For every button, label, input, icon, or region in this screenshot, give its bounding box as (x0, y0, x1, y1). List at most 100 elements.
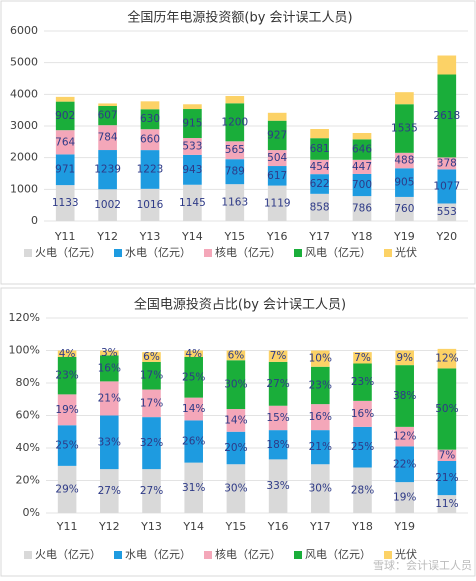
bar-segment (395, 168, 414, 197)
bar-segment (100, 350, 119, 356)
bar-segment (55, 154, 75, 186)
bar-segment (184, 397, 203, 421)
data-label: 4% (185, 348, 202, 360)
data-label: 7% (439, 449, 456, 461)
y-tick-label: 120% (9, 311, 40, 324)
bar-segment (395, 196, 414, 221)
data-label: 25% (182, 371, 205, 383)
bar-segment (352, 159, 372, 174)
data-label: 21% (98, 392, 121, 404)
data-label: 33% (266, 480, 289, 492)
bar-segment (311, 350, 330, 367)
data-label: 646 (352, 144, 372, 156)
x-tick-label: Y17 (309, 520, 331, 533)
data-label: 50% (435, 403, 458, 415)
bar-segment (98, 103, 117, 106)
legend-label: 核电（亿元） (215, 547, 281, 561)
bar-segment (268, 459, 288, 513)
legend-label: 风电（亿元） (305, 246, 371, 259)
data-label: 565 (225, 144, 245, 156)
bar-segment (183, 184, 202, 221)
bar-segment (395, 92, 414, 105)
y-tick-label: 40% (16, 441, 40, 454)
y-tick-label: 6000 (10, 24, 38, 37)
bar-segment (267, 150, 287, 167)
data-label: 1200 (221, 116, 248, 128)
data-label: 681 (310, 143, 330, 155)
data-label: 32% (140, 437, 163, 449)
data-label: 27% (266, 378, 289, 390)
bar-segment (142, 361, 161, 390)
bar-segment (225, 184, 245, 221)
data-label: 1016 (137, 199, 164, 211)
data-label: 29% (55, 483, 78, 495)
x-tick-label: Y19 (393, 230, 415, 243)
bar-segment (352, 132, 372, 140)
data-label: 17% (140, 370, 163, 382)
data-label: 17% (140, 397, 163, 409)
data-label: 1239 (94, 164, 121, 176)
bar-segment (142, 352, 161, 362)
data-label: 12% (435, 353, 458, 365)
data-label: 1077 (433, 180, 460, 192)
data-label: 2618 (433, 110, 460, 122)
data-label: 28% (351, 484, 374, 496)
bar-segment (55, 101, 75, 131)
data-label: 10% (309, 353, 332, 365)
y-tick-label: 1000 (10, 182, 38, 195)
data-label: 1535 (391, 123, 418, 135)
bar-segment (98, 125, 117, 151)
bar-segment (395, 482, 414, 513)
bar-segment (437, 157, 457, 170)
bar-segment (142, 389, 161, 418)
bar-segment (311, 366, 330, 405)
bar-segment (184, 357, 203, 398)
data-label: 1145 (179, 197, 206, 209)
data-label: 660 (140, 134, 160, 146)
bar-segment (57, 357, 77, 395)
legend-swatch (384, 551, 392, 559)
data-label: 533 (182, 140, 202, 152)
data-label: 16% (309, 411, 332, 423)
data-label: 15% (266, 412, 289, 424)
y-tick-label: 80% (16, 376, 40, 389)
bar-segment (183, 109, 202, 139)
data-label: 9% (396, 352, 413, 364)
data-label: 22% (393, 458, 416, 470)
bar-segment (100, 355, 119, 382)
bar-segment (353, 352, 372, 364)
bar-segment (311, 404, 330, 431)
data-label: 38% (393, 390, 416, 402)
bar-segment (437, 169, 457, 204)
bar-segment (267, 112, 287, 121)
data-label: 19% (55, 404, 78, 416)
bar-segment (140, 109, 160, 130)
data-label: 7% (354, 352, 371, 364)
bar-segment (183, 138, 202, 155)
bar-segment (225, 96, 245, 104)
data-label: 764 (55, 136, 75, 148)
legend-label: 光伏 (395, 547, 417, 561)
bar-segment (57, 465, 77, 513)
bar-segment (437, 461, 457, 496)
bar-segment (395, 446, 414, 483)
legend-swatch (294, 249, 302, 257)
data-label: 33% (98, 436, 121, 448)
data-label: 760 (394, 203, 414, 215)
x-tick-label: Y14 (182, 520, 204, 533)
x-tick-label: Y15 (225, 520, 247, 533)
data-label: 6% (228, 349, 245, 361)
data-label: 617 (267, 170, 287, 182)
bar-segment (55, 96, 75, 102)
data-label: 786 (352, 203, 372, 215)
bar-segment (311, 464, 330, 513)
legend-swatch (24, 249, 32, 257)
bar-segment (437, 449, 457, 461)
bar-segment (226, 464, 246, 513)
watermark: 雪球：会计误工人员 (373, 558, 472, 572)
bar-segment (57, 394, 77, 426)
data-label: 12% (393, 431, 416, 443)
data-label: 1002 (94, 199, 121, 211)
bar-segment (437, 55, 457, 75)
data-label: 27% (98, 485, 121, 497)
